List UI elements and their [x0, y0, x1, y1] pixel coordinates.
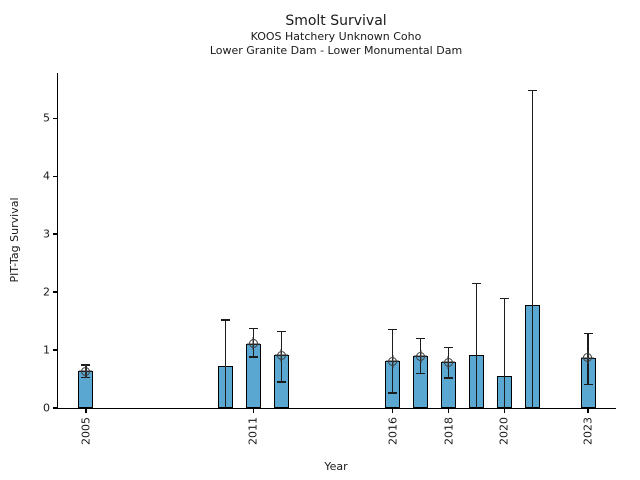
x-tick-label-2018: 2018: [442, 417, 456, 445]
x-tick-2020: [503, 408, 506, 413]
point-marker-2016: [388, 356, 398, 366]
error-cap-top-2020: [499, 297, 509, 300]
error-cap-top-2021: [527, 89, 537, 92]
error-cap-top-2017: [416, 337, 426, 340]
y-tick-label-3: 3: [43, 227, 50, 241]
error-cap-bottom-2023: [583, 383, 593, 385]
x-tick-2023: [587, 408, 589, 413]
error-cap-top-2016: [388, 328, 398, 330]
error-cap-top-2023: [583, 332, 593, 334]
x-tick-2016: [392, 408, 394, 413]
error-cap-bottom-2017: [416, 373, 426, 375]
error-cap-top-2012: [276, 330, 286, 333]
x-axis-title: Year: [324, 460, 348, 473]
y-tick-4: [53, 175, 58, 177]
error-bar-2021: [531, 90, 533, 408]
y-tick-label-0: 0: [43, 401, 50, 415]
y-tick-label-5: 5: [43, 111, 50, 125]
point-marker-2018: [443, 357, 453, 367]
x-tick-label-2005: 2005: [79, 417, 93, 445]
x-tick-label-2016: 2016: [386, 417, 400, 445]
error-cap-bottom-2011: [248, 356, 258, 358]
chart-subtitle-line1: KOOS Hatchery Unknown Coho: [250, 30, 422, 43]
y-tick-label-1: 1: [43, 343, 50, 357]
y-tick-5: [53, 117, 58, 119]
error-cap-bottom-2012: [276, 381, 286, 383]
y-axis-title: PIT-Tag Survival: [8, 197, 21, 283]
y-tick-3: [53, 233, 58, 235]
y-tick-2: [53, 291, 58, 293]
point-marker-2017: [416, 351, 425, 361]
error-bar-2020: [503, 298, 506, 408]
y-tick-1: [53, 349, 58, 351]
point-marker-2011: [248, 339, 258, 349]
error-cap-top-2019: [472, 282, 481, 285]
error-cap-top-2011: [248, 327, 258, 330]
error-cap-top-2018: [444, 347, 454, 349]
error-bar-2010: [224, 319, 227, 408]
error-bar-2019: [475, 283, 478, 408]
point-marker-2023: [583, 353, 593, 363]
point-marker-2005: [81, 366, 91, 376]
error-cap-bottom-2018: [444, 377, 454, 379]
chart-header: Smolt Survival KOOS Hatchery Unknown Coh…: [57, 13, 615, 58]
y-tick-label-4: 4: [43, 169, 50, 183]
plot-area: 0 1 2 3 4 5 2005 2011 2016 2018 2020 2023: [43, 73, 616, 445]
x-tick-label-2011: 2011: [246, 417, 260, 445]
y-tick-0: [53, 407, 58, 409]
x-tick-label-2020: 2020: [497, 417, 511, 445]
x-tick-label-2023: 2023: [581, 417, 595, 445]
x-tick-2018: [447, 408, 450, 413]
x-tick-2005: [85, 408, 87, 413]
chart-title: Smolt Survival: [285, 13, 387, 29]
error-cap-top-2010: [220, 319, 230, 321]
chart-subtitle-line2: Lower Granite Dam - Lower Monumental Dam: [209, 44, 463, 57]
error-cap-bottom-2016: [388, 392, 398, 394]
point-marker-2012: [276, 350, 286, 360]
y-tick-label-2: 2: [43, 285, 50, 299]
x-tick-2011: [252, 408, 254, 413]
